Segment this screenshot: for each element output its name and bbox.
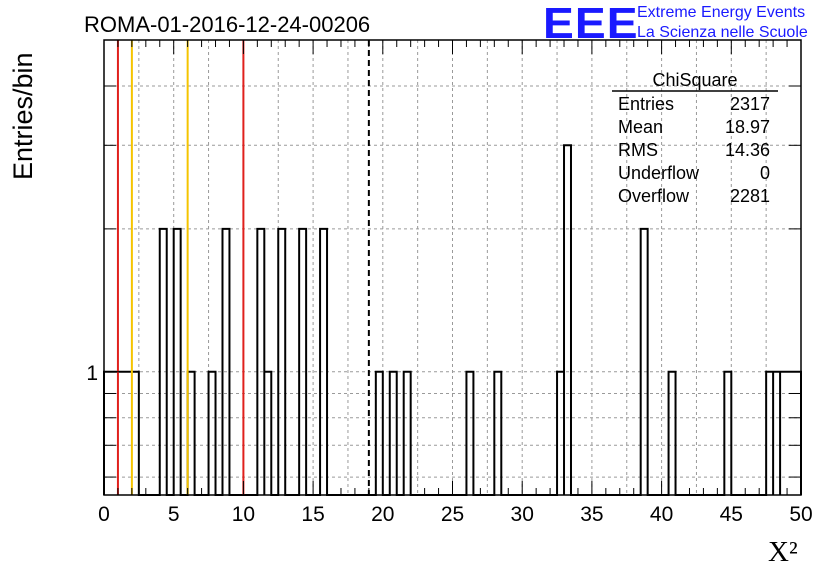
- x-tick-label: 30: [511, 503, 534, 526]
- stats-value: 0: [760, 163, 770, 183]
- histogram-bin: [320, 229, 327, 495]
- x-tick-label: 50: [789, 503, 812, 526]
- stats-value: 2317: [730, 94, 770, 114]
- stats-label: Mean: [618, 117, 663, 137]
- histogram-bin: [494, 372, 501, 495]
- stats-title: ChiSquare: [652, 70, 737, 90]
- histogram-bin: [390, 372, 397, 495]
- logo-text-line1: Extreme Energy Events: [637, 4, 806, 21]
- histogram-bin: [724, 372, 731, 495]
- stats-label: RMS: [618, 140, 658, 160]
- histogram-bin: [669, 372, 676, 495]
- histogram-bin: [641, 229, 648, 495]
- x-tick-label: 35: [580, 503, 603, 526]
- histogram-bin: [773, 372, 780, 495]
- stats-label: Overflow: [618, 186, 690, 206]
- histogram-bin: [222, 229, 229, 495]
- histogram-bin: [299, 229, 306, 495]
- histogram-bin: [264, 372, 271, 495]
- x-axis-label: X²: [768, 536, 798, 568]
- histogram-bin: [404, 372, 411, 495]
- histogram-bin: [257, 229, 264, 495]
- stats-value: 14.36: [725, 140, 770, 160]
- stats-value: 18.97: [725, 117, 770, 137]
- x-tick-label: 45: [720, 503, 743, 526]
- logo-text-line2: La Scienza nelle Scuole: [637, 24, 808, 41]
- histogram-bin: [160, 229, 167, 495]
- chart-title: ROMA-01-2016-12-24-00206: [84, 12, 371, 37]
- histogram-bin: [766, 372, 773, 495]
- histogram-bin: [104, 372, 139, 495]
- histogram-bin: [557, 372, 564, 495]
- x-tick-label: 20: [371, 503, 394, 526]
- eee-logo: EEE: [543, 0, 639, 48]
- x-tick-label: 5: [168, 503, 180, 526]
- x-tick-label: 10: [232, 503, 255, 526]
- histogram-bin: [278, 229, 285, 495]
- x-tick-label: 15: [301, 503, 324, 526]
- histogram-bin: [209, 372, 216, 495]
- histogram-bin: [564, 145, 571, 495]
- stats-value: 2281: [730, 186, 770, 206]
- stats-label: Entries: [618, 94, 674, 114]
- y-tick-label: 1: [86, 362, 98, 385]
- histogram-bin: [466, 372, 473, 495]
- histogram-bin: [188, 372, 195, 495]
- stats-label: Underflow: [618, 163, 700, 183]
- x-tick-label: 25: [441, 503, 464, 526]
- histogram-bin: [174, 229, 181, 495]
- histogram-bin: [376, 372, 383, 495]
- x-tick-label: 40: [650, 503, 673, 526]
- histogram-bin: [780, 372, 801, 495]
- x-tick-label: 0: [98, 503, 110, 526]
